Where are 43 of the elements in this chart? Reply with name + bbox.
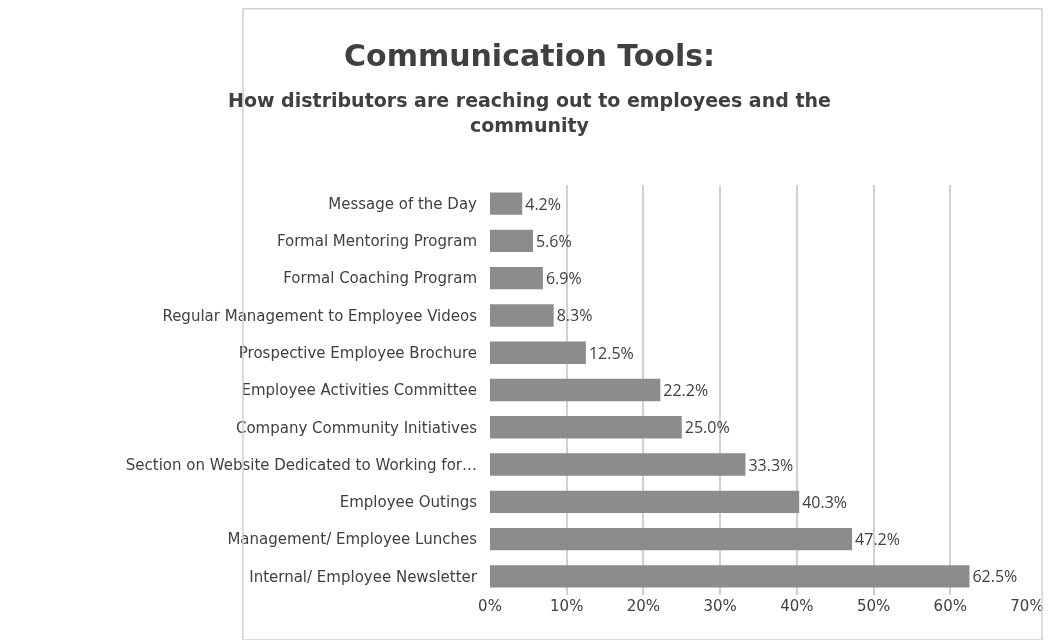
data-label: 8.3% xyxy=(556,304,593,327)
x-tick-label: 30% xyxy=(703,597,737,615)
data-label: 40.3% xyxy=(802,490,848,513)
y-tick-label: Management/ Employee Lunches xyxy=(227,530,478,549)
x-tick-label: 10% xyxy=(550,597,584,615)
x-tick-label: 60% xyxy=(933,597,967,615)
bar xyxy=(490,229,533,253)
bar xyxy=(490,527,853,551)
y-tick-label: Formal Mentoring Program xyxy=(276,232,477,251)
chart-title: Communication Tools: xyxy=(344,38,716,73)
bar xyxy=(490,565,970,588)
y-tick-label: Company Community Initiatives xyxy=(235,418,478,437)
data-label: 25.0% xyxy=(684,416,730,439)
bar xyxy=(490,453,746,476)
x-tick-label: 20% xyxy=(626,597,661,615)
bar xyxy=(490,304,554,327)
data-label: 47.2% xyxy=(855,528,900,551)
y-tick-label: Section on Website Dedicated to Working for… xyxy=(125,455,477,474)
bar xyxy=(490,378,661,402)
data-label: 6.9% xyxy=(545,267,582,290)
y-tick-label: Employee Outings xyxy=(339,493,478,512)
y-tick-label: Formal Coaching Program xyxy=(283,269,477,288)
x-tick-label: 40% xyxy=(780,597,814,615)
x-tick-label: 50% xyxy=(856,597,891,615)
x-tick-label: 0% xyxy=(478,597,502,615)
y-tick-label: Prospective Employee Brochure xyxy=(238,343,477,362)
bar xyxy=(490,192,523,215)
data-label: 5.6% xyxy=(535,229,572,252)
data-label: 22.2% xyxy=(663,379,709,401)
data-label: 62.5% xyxy=(972,565,1018,588)
y-tick-label: Internal/ Employee Newsletter xyxy=(249,567,478,586)
bar xyxy=(490,267,543,290)
data-label: 4.2% xyxy=(525,192,561,215)
y-tick-label: Message of the Day xyxy=(328,194,478,213)
data-label: 33.3% xyxy=(748,453,794,476)
data-label: 12.5% xyxy=(588,341,634,364)
x-tick-label: 70% xyxy=(1010,597,1044,615)
y-tick-label: Employee Activities Committee xyxy=(241,381,477,400)
y-tick-label: Regular Management to Employee Videos xyxy=(162,306,478,325)
chart-subtitle: How distributors are reaching out to employees and the community xyxy=(228,89,831,136)
bar xyxy=(490,341,586,364)
bar xyxy=(490,416,682,439)
bar xyxy=(490,490,800,513)
